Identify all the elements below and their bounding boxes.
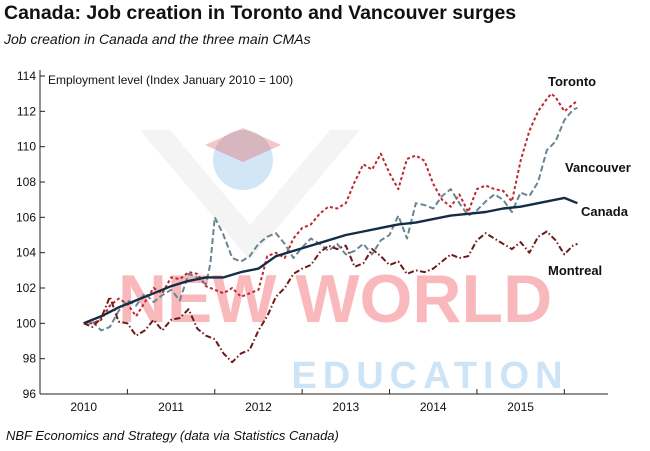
y-tick-label: 98 bbox=[23, 352, 37, 366]
chart-source-note: NBF Economics and Strategy (data via Sta… bbox=[6, 428, 339, 443]
x-tick-label: 2012 bbox=[245, 400, 272, 414]
y-tick-label: 96 bbox=[23, 387, 37, 401]
series-line-canada bbox=[83, 196, 578, 325]
chart-series-labels: Toronto Vancouver Canada Montreal bbox=[548, 74, 631, 278]
watermark-swoosh-icon bbox=[140, 130, 360, 260]
chart-axes: 96 98 100 102 104 106 108 110 112 114 2010 2011 2012… bbox=[16, 69, 608, 414]
y-tick-label: 106 bbox=[16, 210, 36, 224]
y-tick-label: 114 bbox=[17, 69, 36, 83]
series-label-canada: Canada bbox=[581, 204, 629, 219]
watermark-text-line1: NEW WORLD bbox=[118, 261, 552, 337]
chart-title: Canada: Job creation in Toronto and Vanc… bbox=[4, 2, 517, 24]
y-axis-label: Employment level (Index January 2010 = 1… bbox=[48, 73, 293, 87]
x-tick-label: 2015 bbox=[507, 400, 534, 414]
watermark-logo: NEW WORLD EDUCATION bbox=[118, 128, 568, 397]
y-tick-label: 104 bbox=[16, 246, 36, 260]
series-line-toronto bbox=[83, 92, 579, 325]
y-tick-label: 100 bbox=[16, 316, 36, 330]
x-tick-label: 2010 bbox=[70, 400, 97, 414]
watermark-text-line2: EDUCATION bbox=[291, 355, 568, 397]
chart-series bbox=[83, 92, 579, 364]
x-tick-label: 2011 bbox=[158, 400, 184, 414]
series-line-montreal bbox=[83, 230, 578, 364]
y-tick-label: 102 bbox=[16, 281, 36, 295]
watermark-globe-icon bbox=[213, 130, 273, 190]
x-tick-label: 2013 bbox=[332, 400, 359, 414]
y-tick-label: 108 bbox=[16, 175, 36, 189]
series-label-toronto: Toronto bbox=[548, 74, 596, 89]
series-label-montreal: Montreal bbox=[548, 263, 602, 278]
series-label-vancouver: Vancouver bbox=[565, 160, 631, 175]
graduation-cap-icon bbox=[205, 128, 281, 162]
x-tick-label: 2014 bbox=[420, 400, 447, 414]
y-tick-label: 110 bbox=[17, 140, 36, 154]
chart-subtitle: Job creation in Canada and the three mai… bbox=[4, 31, 311, 47]
y-tick-label: 112 bbox=[17, 104, 36, 118]
series-line-vancouver bbox=[83, 106, 578, 332]
